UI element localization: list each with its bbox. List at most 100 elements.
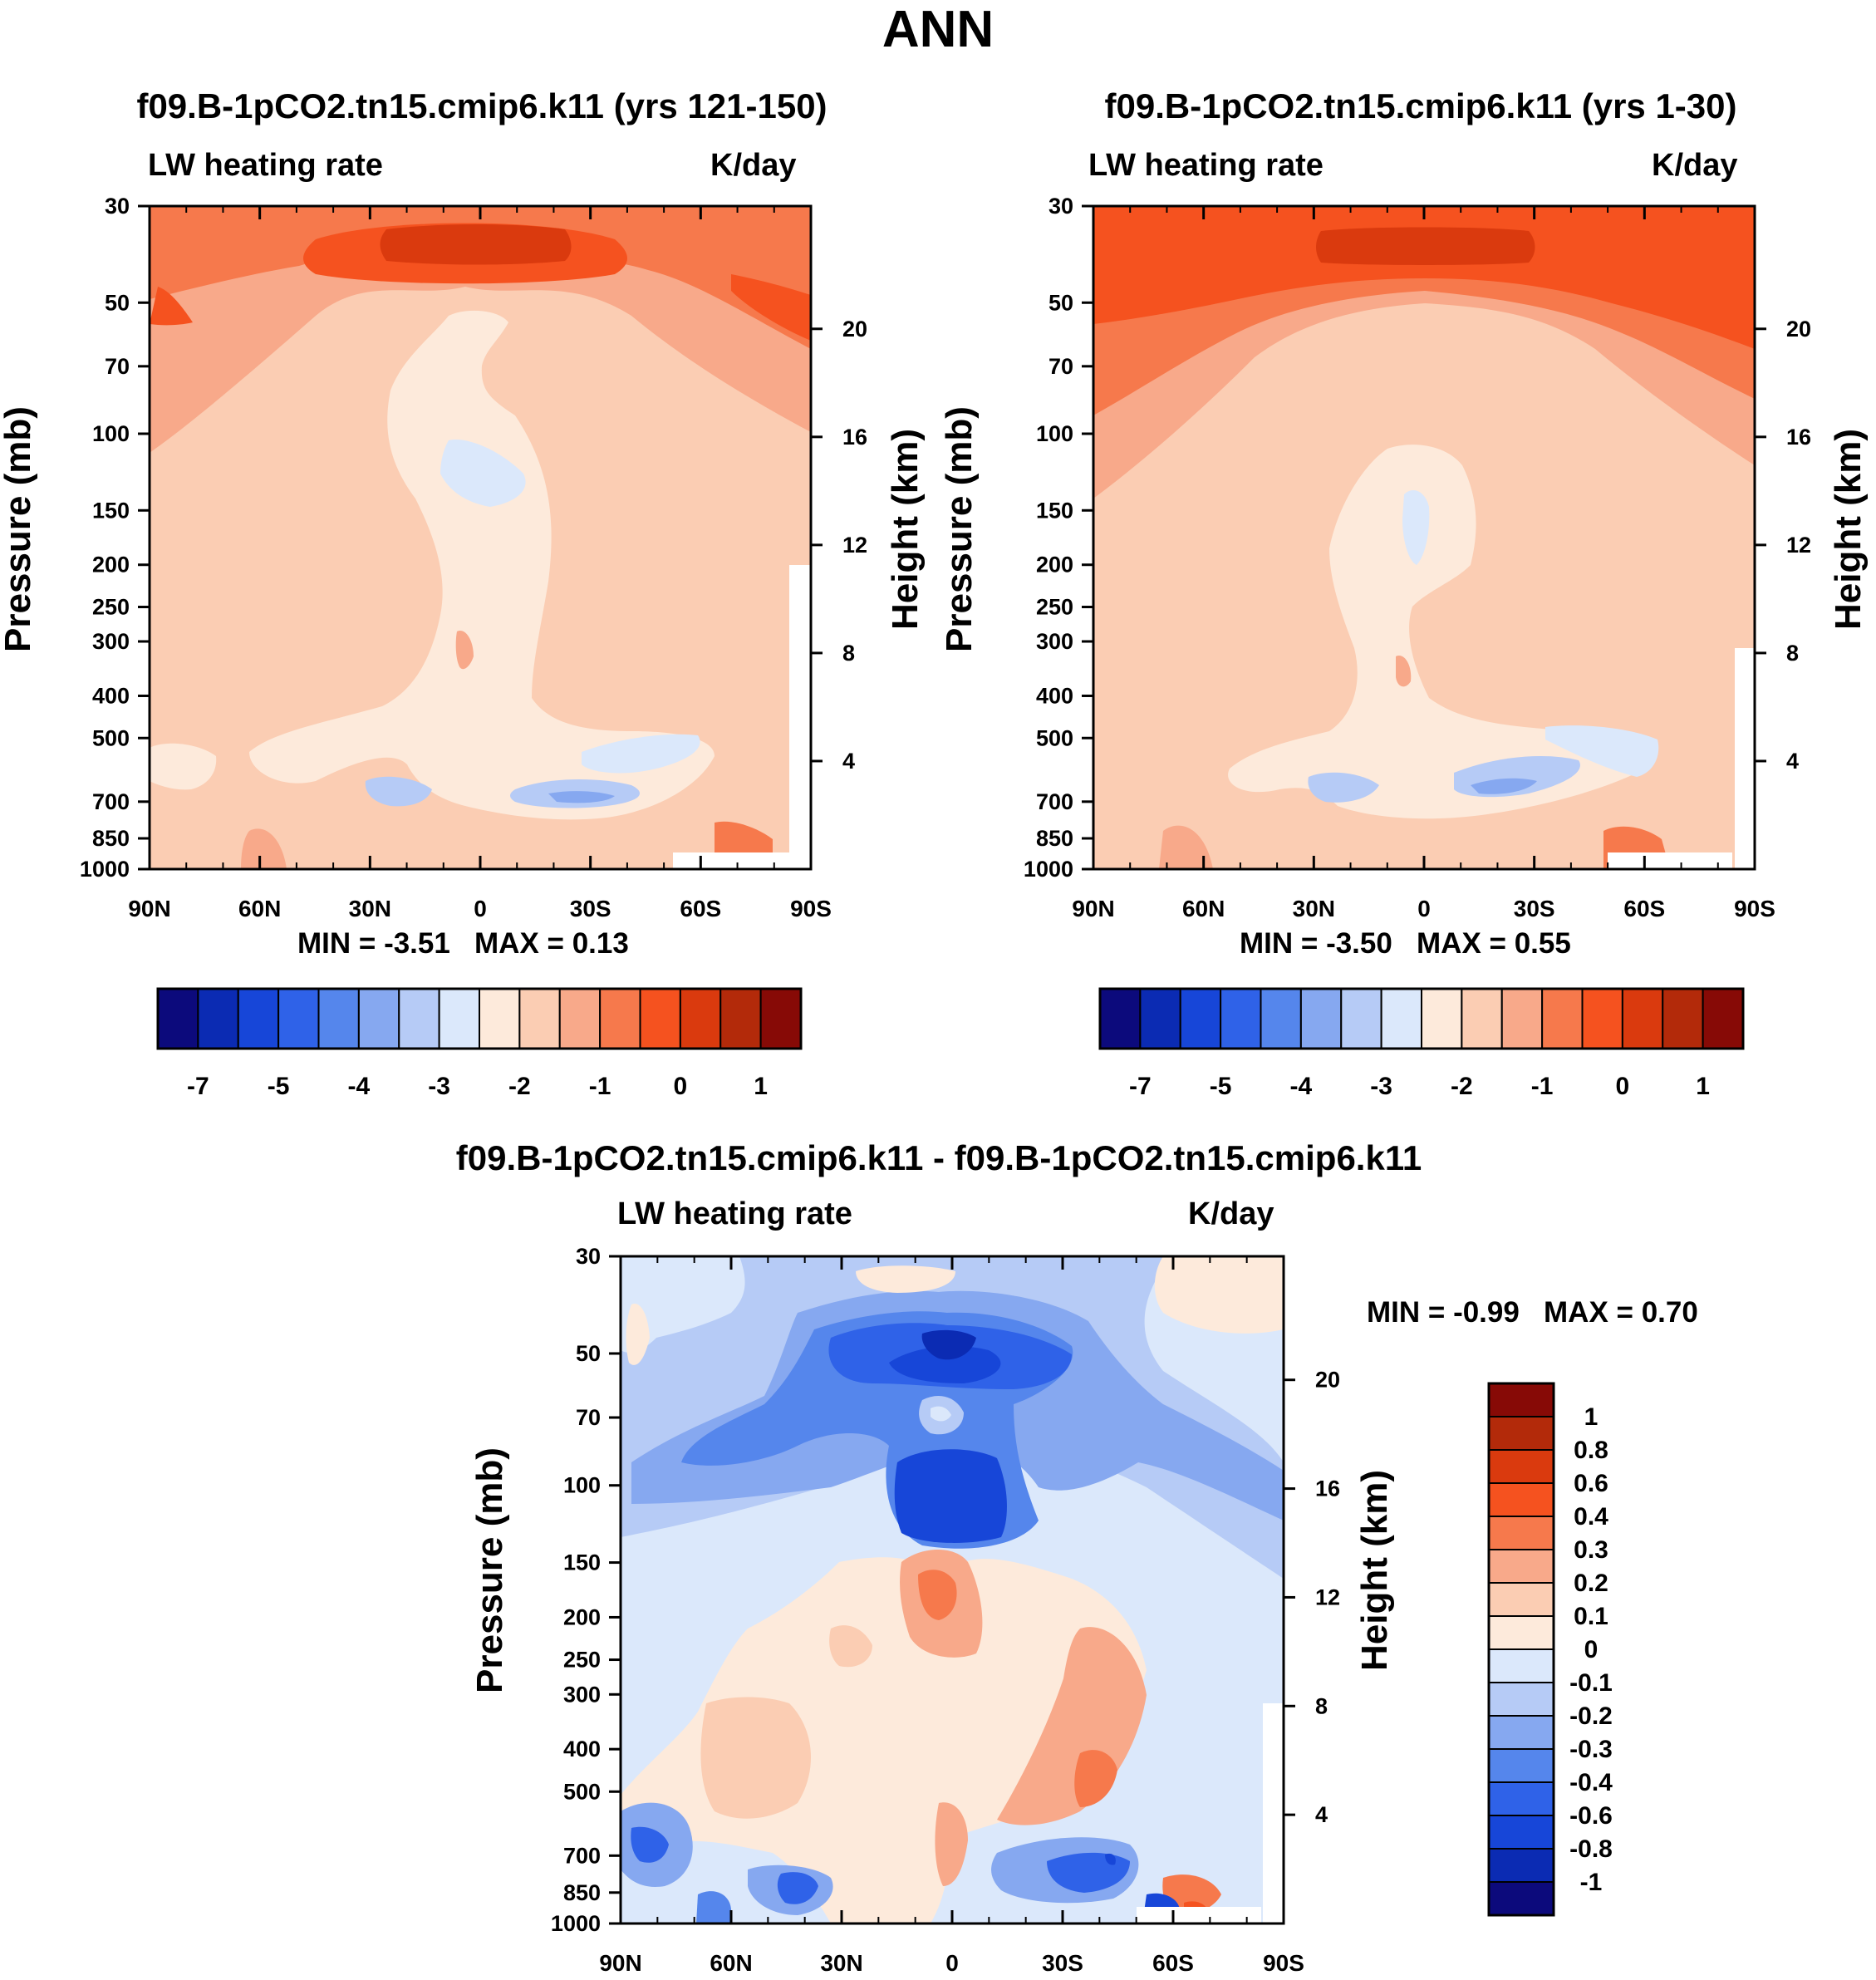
latitude-tick-label: 30N xyxy=(349,896,391,921)
colorbar-label: -7 xyxy=(187,1073,209,1100)
pressure-tick-label: 250 xyxy=(563,1648,601,1673)
colorbar-swatch xyxy=(1488,1748,1554,1783)
colorbar-label: -1 xyxy=(1531,1073,1554,1100)
colorbar-swatch xyxy=(157,988,199,1049)
colorbar-swatch xyxy=(1488,1549,1554,1584)
panel1-units-label: K/day xyxy=(710,148,797,183)
latitude-tick-label: 90N xyxy=(128,896,170,921)
panel2-variable-label: LW heating rate xyxy=(1088,148,1324,183)
colorbar-swatch xyxy=(317,988,360,1049)
pressure-tick-label: 70 xyxy=(576,1405,601,1430)
pressure-tick-label: 850 xyxy=(1036,826,1073,851)
colorbar-swatch xyxy=(438,988,480,1049)
pressure-tick-label: 500 xyxy=(92,725,130,750)
colorbar-swatch xyxy=(1299,988,1343,1049)
colorbar-label: -2 xyxy=(508,1073,531,1100)
panel1-min-value: -3.51 xyxy=(384,927,450,960)
colorbar-label: 0 xyxy=(674,1073,688,1100)
colorbar-swatch xyxy=(518,988,561,1049)
colorbar-label: 0 xyxy=(1616,1073,1630,1100)
latitude-tick-label: 60S xyxy=(1623,896,1665,921)
panel1-colorbar: -7 -5 -4 -3 -2 -1 0 1 xyxy=(156,987,803,1100)
colorbar-swatch xyxy=(1488,1582,1554,1617)
colorbar-swatch xyxy=(1220,988,1262,1049)
colorbar-swatch xyxy=(1421,988,1463,1049)
colorbar-swatch xyxy=(479,988,521,1049)
colorbar-label: 0.6 xyxy=(1574,1470,1608,1497)
panel1-stats: MIN = -3.51 MAX = 0.13 xyxy=(297,927,629,961)
panel2-contour-field xyxy=(1093,206,1755,869)
latitude-tick-label: 90N xyxy=(599,1950,641,1976)
pressure-tick-label: 50 xyxy=(576,1341,601,1366)
panel2-min-value: -3.50 xyxy=(1326,927,1392,960)
colorbar-label: 0.4 xyxy=(1574,1503,1608,1530)
panel2-min-label: MIN = xyxy=(1240,927,1319,960)
colorbar-label: 1 xyxy=(1696,1073,1710,1100)
latitude-tick-label: 30S xyxy=(570,896,611,921)
latitude-tick-label: 30S xyxy=(1042,1950,1083,1976)
colorbar-swatch xyxy=(1179,988,1222,1049)
figure-title: ANN xyxy=(882,1,994,58)
colorbar-label: 1 xyxy=(1584,1403,1599,1431)
colorbar-swatch xyxy=(1340,988,1382,1049)
colorbar-swatch xyxy=(1500,988,1544,1049)
pressure-tick-label: 850 xyxy=(92,826,130,851)
panel3-units-label: K/day xyxy=(1188,1196,1274,1231)
colorbar-swatch xyxy=(1488,1416,1554,1451)
latitude-tick-label: 60S xyxy=(1152,1950,1194,1976)
colorbar-label: -5 xyxy=(268,1073,290,1100)
colorbar-swatch xyxy=(1488,1648,1554,1683)
panel1-max-value: 0.13 xyxy=(572,927,629,960)
panel1-variable-label: LW heating rate xyxy=(148,148,383,183)
height-tick-label: 20 xyxy=(1786,317,1811,341)
pressure-tick-label: 400 xyxy=(563,1737,601,1761)
panel1-contour-field xyxy=(150,206,811,869)
panel3-contour-field xyxy=(621,1256,1284,1923)
latitude-tick-label: 30N xyxy=(1293,896,1335,921)
panel2-axes: 305070100150200250300400500700850100090N… xyxy=(1024,194,1811,921)
height-tick-label: 16 xyxy=(1315,1476,1340,1501)
panel2-title: f09.B-1pCO2.tn15.cmip6.k11 (yrs 1-30) xyxy=(1104,86,1737,125)
panel3-min-value: -0.99 xyxy=(1453,1296,1520,1329)
colorbar-swatch xyxy=(1488,1682,1554,1717)
latitude-tick-label: 60S xyxy=(680,896,721,921)
height-tick-label: 4 xyxy=(1786,749,1799,774)
latitude-tick-label: 90S xyxy=(790,896,832,921)
colorbar-label: 0.3 xyxy=(1574,1536,1608,1564)
pressure-tick-label: 250 xyxy=(1036,595,1073,620)
panel2-colorbar: -7 -5 -4 -3 -2 -1 0 1 xyxy=(1098,987,1745,1100)
colorbar-swatch xyxy=(398,988,440,1049)
pressure-tick-label: 500 xyxy=(1036,725,1073,750)
pressure-tick-label: 100 xyxy=(92,421,130,446)
pressure-tick-label: 50 xyxy=(105,290,130,315)
colorbar-swatch xyxy=(1488,1615,1554,1650)
latitude-tick-label: 60N xyxy=(238,896,281,921)
colorbar-swatch xyxy=(1621,988,1664,1049)
panel3-colorbar: 1 0.8 0.6 0.4 0.3 0.2 0.1 0 -0.1 -0.2 -0.3 -0.4 -0.6… xyxy=(1487,1382,1613,1917)
pressure-tick-label: 1000 xyxy=(80,857,130,882)
colorbar-label: 0.8 xyxy=(1574,1437,1608,1464)
pressure-tick-label: 50 xyxy=(1048,290,1073,315)
panel3-stats: MIN = -0.99 MAX = 0.70 xyxy=(1367,1296,1698,1329)
colorbar-swatch xyxy=(1380,988,1422,1049)
pressure-tick-label: 1000 xyxy=(1024,857,1073,882)
pressure-tick-label: 70 xyxy=(1048,354,1073,379)
colorbar-label: 0.1 xyxy=(1574,1603,1608,1630)
pressure-tick-label: 300 xyxy=(1036,629,1073,654)
height-tick-label: 20 xyxy=(1315,1368,1340,1393)
panel3-max-value: 0.70 xyxy=(1641,1296,1698,1329)
colorbar-label: -0.6 xyxy=(1569,1802,1613,1830)
panel2-stats: MIN = -3.50 MAX = 0.55 xyxy=(1240,927,1571,961)
colorbar-swatch xyxy=(1488,1449,1554,1484)
panel1-min-label: MIN = xyxy=(297,927,376,960)
panel2-max-label: MAX = xyxy=(1417,927,1506,960)
height-tick-label: 12 xyxy=(1315,1584,1340,1609)
colorbar-swatch xyxy=(599,988,641,1049)
colorbar-swatch xyxy=(357,988,400,1049)
pressure-tick-label: 400 xyxy=(1036,683,1073,708)
colorbar-swatch xyxy=(639,988,681,1049)
latitude-tick-label: 60N xyxy=(710,1950,752,1976)
colorbar-swatch xyxy=(1488,1781,1554,1816)
colorbar-label: 1 xyxy=(754,1073,768,1100)
colorbar-swatch xyxy=(1702,988,1744,1049)
